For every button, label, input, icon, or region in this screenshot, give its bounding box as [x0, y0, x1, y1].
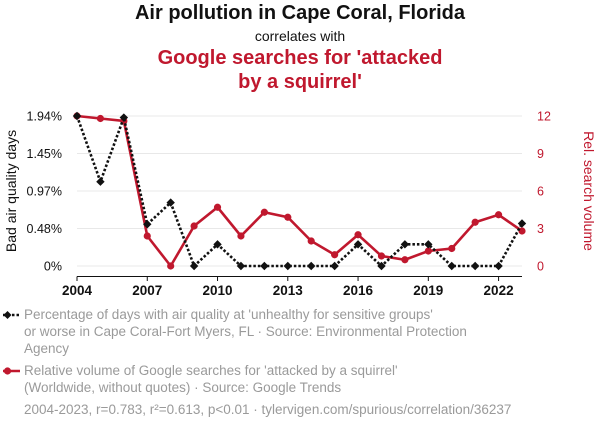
data-point-searches	[354, 231, 362, 239]
legend-text-air-quality: Percentage of days with air quality at '…	[24, 306, 564, 357]
data-point-searches	[518, 227, 526, 235]
data-point-air-quality	[143, 220, 152, 229]
data-point-air-quality	[330, 261, 339, 271]
y-right-tick-label: 0	[537, 260, 544, 274]
x-tick-label: 2022	[484, 283, 514, 298]
y-left-tick-label: 0.97%	[27, 185, 62, 199]
data-point-searches	[237, 232, 245, 240]
data-point-searches	[471, 218, 479, 226]
y-right-tick-label: 12	[537, 110, 551, 124]
data-point-air-quality	[517, 219, 527, 228]
y-left-tick-label: 1.94%	[27, 110, 62, 124]
data-point-air-quality	[494, 261, 503, 271]
legend-marker-searches	[3, 367, 12, 375]
chart-title-secondary: Google searches for 'attacked by a squir…	[0, 46, 600, 94]
legend-text-line: Percentage of days with air quality at '…	[24, 307, 433, 322]
y-left-tick-label: 1.45%	[27, 147, 62, 161]
data-point-air-quality	[307, 261, 316, 271]
legend-text-line: Relative volume of Google searches for '…	[24, 363, 398, 378]
y-left-axis-title: Bad air quality days	[3, 130, 19, 252]
x-tick-label: 2007	[132, 283, 162, 298]
data-point-searches	[143, 232, 151, 240]
y-left-tick-label: 0%	[44, 260, 62, 274]
data-point-searches	[307, 237, 315, 245]
data-point-searches	[167, 262, 175, 270]
data-point-air-quality	[377, 261, 386, 271]
chart-title: Air pollution in Cape Coral, Florida	[134, 2, 465, 24]
data-point-air-quality	[424, 240, 433, 249]
x-tick-label: 2013	[273, 283, 304, 298]
chart-subtitle: correlates with	[254, 28, 346, 44]
y-right-tick-label: 6	[537, 185, 544, 199]
grid	[77, 115, 522, 267]
y-right-axis-title: Rel. search volume	[581, 131, 597, 251]
y-right-tick-label: 3	[537, 222, 544, 236]
data-point-air-quality	[96, 177, 105, 186]
data-point-air-quality	[72, 111, 82, 121]
y-left-tick-label: 0.48%	[27, 222, 62, 236]
data-point-air-quality	[189, 261, 199, 271]
data-point-air-quality	[236, 261, 246, 271]
data-point-searches	[494, 211, 503, 219]
legend-text-line: (Worldwide, without quotes) · Source: Go…	[24, 380, 342, 395]
data-point-searches	[96, 114, 105, 123]
data-point-searches	[448, 244, 456, 253]
data-point-air-quality	[213, 240, 222, 249]
data-point-air-quality	[166, 198, 175, 207]
data-point-searches	[401, 256, 409, 264]
legend-text-searches: Relative volume of Google searches for '…	[24, 362, 564, 396]
series	[72, 111, 527, 271]
legend-text-line: or worse in Cape Coral-Fort Myers, FL · …	[24, 324, 467, 339]
chart-title-secondary-line2: by a squirrel'	[238, 71, 362, 93]
data-point-searches	[260, 208, 268, 216]
data-point-air-quality	[470, 261, 480, 271]
x-tick-label: 2019	[413, 283, 443, 298]
data-point-searches	[284, 213, 292, 221]
data-point-searches	[213, 203, 222, 211]
data-point-air-quality	[283, 261, 292, 271]
y-right-tick-label: 9	[537, 147, 544, 161]
data-point-air-quality	[119, 113, 129, 122]
series-line-searches	[76, 114, 523, 269]
data-point-air-quality	[353, 240, 363, 249]
legend-marker-air-quality	[3, 311, 12, 319]
series-line-air-quality	[75, 112, 524, 269]
legend-text-line: Agency	[24, 341, 70, 356]
data-point-searches	[331, 251, 339, 259]
chart-title-secondary-line1: Google searches for 'attacked	[157, 47, 443, 69]
data-point-searches	[424, 247, 432, 255]
axes: 0% 0 0.48% 3 0.97% 6 1.45% 9 1.94% 12 2004 2007 2010…	[3, 110, 597, 299]
data-point-searches	[190, 222, 198, 230]
data-point-air-quality	[447, 261, 456, 271]
footer-stats: 2004-2023, r=0.783, r²=0.613, p<0.01 · t…	[24, 402, 512, 417]
x-tick-label: 2010	[203, 283, 233, 298]
x-tick-label: 2016	[343, 283, 374, 298]
data-point-air-quality	[260, 261, 269, 271]
data-point-searches	[377, 252, 386, 260]
legend-marks	[3, 311, 20, 375]
data-point-air-quality	[400, 240, 410, 249]
x-tick-label: 2004	[62, 283, 93, 298]
